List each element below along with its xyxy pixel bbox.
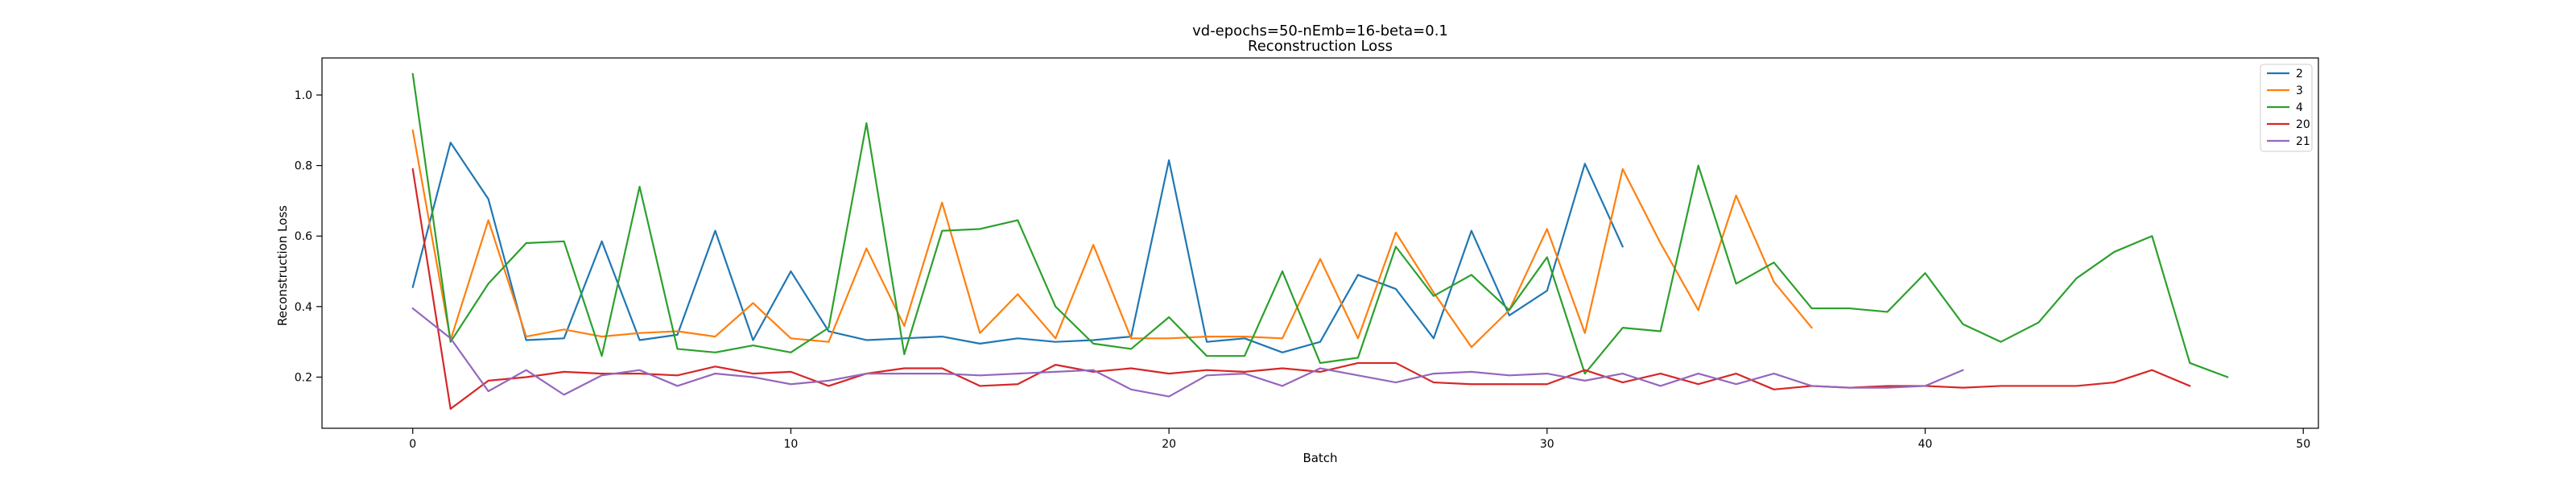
y-tick-label: 1.0	[295, 89, 312, 102]
legend-label-20: 20	[2296, 118, 2310, 131]
series-line-21	[411, 307, 1964, 398]
legend-label-3: 3	[2296, 85, 2303, 97]
y-axis-ticks: 0.2 0.4 0.6 0.8 1.0	[295, 89, 322, 384]
x-tick-label: 10	[784, 438, 799, 451]
chart-title: vd-epochs=50-nEmb=16-beta=0.1	[1192, 23, 1448, 39]
legend-label-21: 21	[2296, 135, 2310, 148]
x-tick-label: 30	[1540, 438, 1554, 451]
series-line-4	[411, 72, 2229, 378]
x-axis-label: Batch	[1302, 451, 1337, 465]
x-tick-label: 50	[2296, 438, 2310, 451]
legend: 2 3 4 20 21	[2260, 64, 2313, 152]
y-tick-label: 0.4	[295, 301, 312, 314]
x-axis-ticks: 0 10 20 30 40 50	[409, 428, 2310, 451]
chart-subtitle: Reconstruction Loss	[1248, 38, 1393, 55]
series-line-20	[411, 167, 2191, 410]
plot-frame	[321, 57, 2319, 429]
y-axis-label: Reconstruction Loss	[275, 205, 290, 326]
y-tick-label: 0.8	[295, 160, 312, 173]
series-line-3	[411, 129, 1813, 349]
y-tick-label: 0.2	[295, 371, 312, 384]
series-lines	[411, 72, 2229, 410]
legend-label-4: 4	[2296, 101, 2303, 114]
x-tick-label: 0	[409, 438, 416, 451]
legend-label-2: 2	[2296, 68, 2303, 80]
x-tick-label: 20	[1162, 438, 1176, 451]
y-tick-label: 0.6	[295, 230, 312, 243]
x-tick-label: 40	[1918, 438, 1933, 451]
series-line-2	[411, 142, 1624, 353]
